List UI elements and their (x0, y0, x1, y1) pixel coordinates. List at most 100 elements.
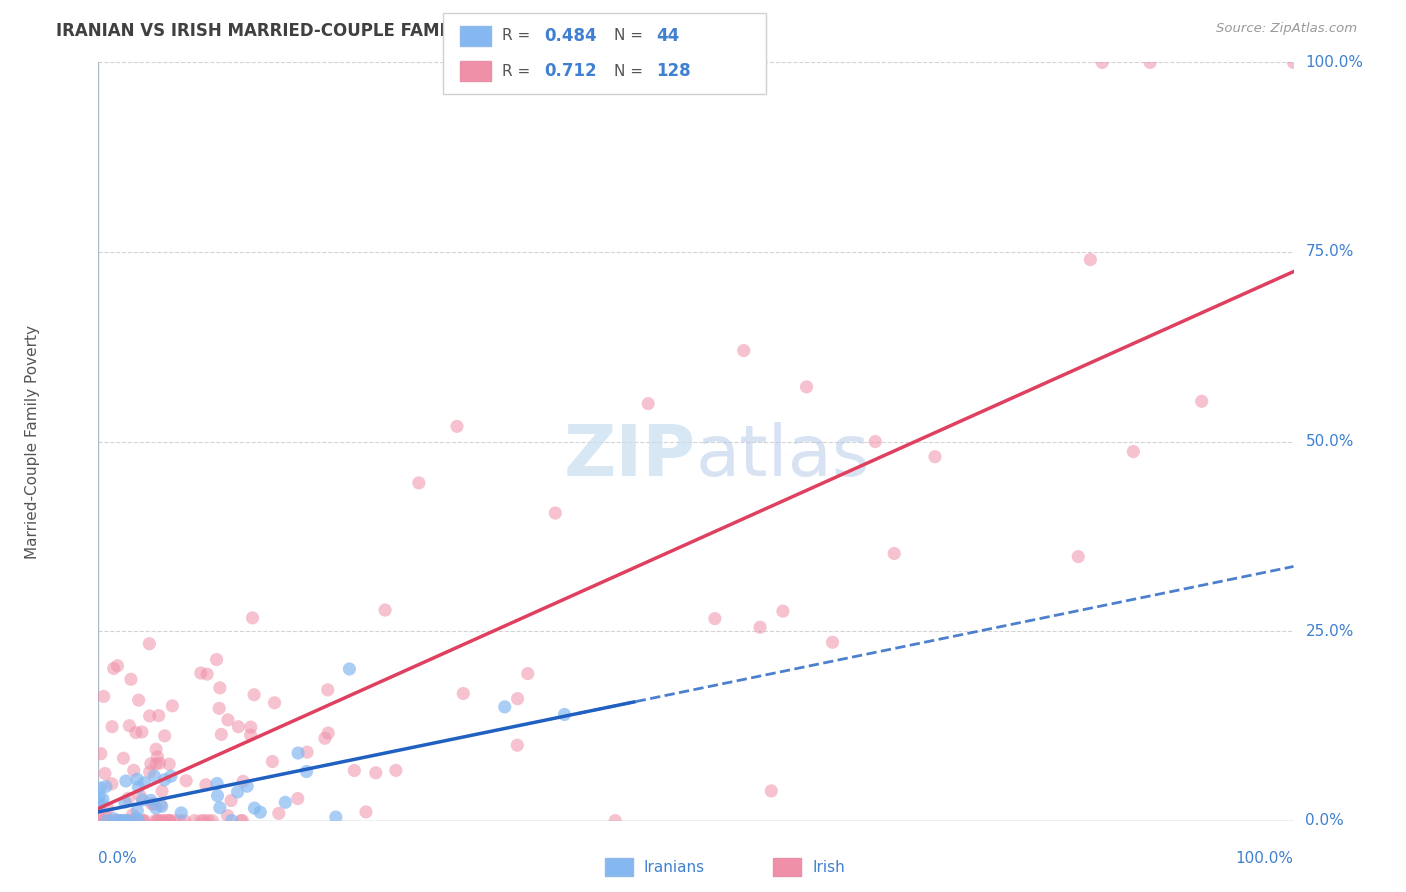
Irish (208, 701, 231, 715)
Irish (195, 667, 218, 681)
Irish (139, 756, 162, 771)
Irish (190, 814, 212, 828)
Text: R =: R = (502, 63, 536, 78)
Irish (121, 807, 143, 822)
Iranians (150, 799, 173, 814)
Irish (408, 475, 430, 490)
Irish (131, 725, 153, 739)
Iranians (87, 789, 110, 803)
Irish (239, 720, 262, 734)
Irish (94, 766, 117, 780)
Irish (1080, 252, 1102, 267)
Irish (883, 547, 905, 561)
Irish (1191, 394, 1213, 409)
Irish (104, 814, 127, 828)
Text: ZIP: ZIP (564, 422, 696, 491)
Iranians (89, 780, 111, 795)
Irish (865, 434, 887, 449)
Irish (150, 784, 173, 798)
Irish (118, 814, 141, 828)
Irish (749, 620, 772, 634)
Irish (232, 774, 254, 789)
Iranians (287, 746, 309, 760)
Irish (1122, 444, 1144, 458)
Text: 75.0%: 75.0% (1306, 244, 1354, 260)
Iranians (111, 814, 134, 828)
Irish (229, 814, 252, 828)
Irish (201, 814, 224, 828)
Irish (90, 747, 112, 761)
Irish (153, 814, 176, 828)
Irish (146, 814, 169, 828)
Irish (267, 806, 290, 821)
Iranians (221, 814, 243, 828)
Irish (173, 814, 195, 828)
Text: 0.0%: 0.0% (98, 851, 138, 866)
Irish (1282, 55, 1305, 70)
Irish (219, 793, 242, 807)
Irish (152, 814, 174, 828)
Irish (263, 696, 285, 710)
Irish (138, 637, 160, 651)
Text: 0.484: 0.484 (544, 27, 596, 45)
Irish (142, 797, 165, 811)
Irish (183, 814, 205, 828)
Iranians (153, 772, 176, 787)
Irish (197, 814, 219, 828)
Irish (134, 814, 156, 828)
Iranians (91, 792, 114, 806)
Irish (112, 814, 135, 828)
Irish (194, 778, 217, 792)
Irish (148, 708, 170, 723)
Iranians (134, 776, 156, 790)
Irish (101, 814, 124, 828)
Iranians (554, 707, 576, 722)
Irish (446, 419, 468, 434)
Irish (128, 693, 150, 707)
Irish (205, 652, 228, 666)
Irish (110, 814, 132, 828)
Iranians (236, 779, 259, 793)
Text: 50.0%: 50.0% (1306, 434, 1354, 449)
Irish (93, 690, 115, 704)
Irish (103, 661, 125, 675)
Irish (314, 731, 336, 746)
Text: 25.0%: 25.0% (1306, 624, 1354, 639)
Irish (295, 745, 318, 759)
Text: atlas: atlas (696, 422, 870, 491)
Text: 0.712: 0.712 (544, 62, 596, 80)
Irish (354, 805, 377, 819)
Irish (101, 777, 124, 791)
Irish (231, 814, 253, 828)
Irish (605, 814, 627, 828)
Iranians (145, 801, 167, 815)
Irish (153, 729, 176, 743)
Irish (132, 814, 155, 828)
Irish (209, 727, 232, 741)
Text: 100.0%: 100.0% (1306, 55, 1364, 70)
Iranians (89, 798, 111, 813)
Irish (242, 611, 264, 625)
Irish (157, 757, 180, 772)
Irish (733, 343, 755, 358)
Iranians (107, 814, 129, 828)
Irish (107, 658, 129, 673)
Irish (239, 728, 262, 742)
Irish (138, 709, 160, 723)
Text: N =: N = (614, 29, 648, 44)
Irish (159, 814, 181, 828)
Irish (453, 686, 475, 700)
Irish (110, 814, 132, 828)
Irish (190, 666, 212, 681)
Irish (208, 681, 231, 695)
Irish (796, 380, 818, 394)
Irish (1139, 55, 1161, 70)
Text: IRANIAN VS IRISH MARRIED-COUPLE FAMILY POVERTY CORRELATION CHART: IRANIAN VS IRISH MARRIED-COUPLE FAMILY P… (56, 22, 762, 40)
Irish (544, 506, 567, 520)
Iranians (103, 812, 125, 826)
Irish (217, 808, 239, 822)
Irish (343, 764, 366, 778)
Iranians (205, 776, 228, 790)
Irish (145, 742, 167, 756)
Text: Source: ZipAtlas.com: Source: ZipAtlas.com (1216, 22, 1357, 36)
